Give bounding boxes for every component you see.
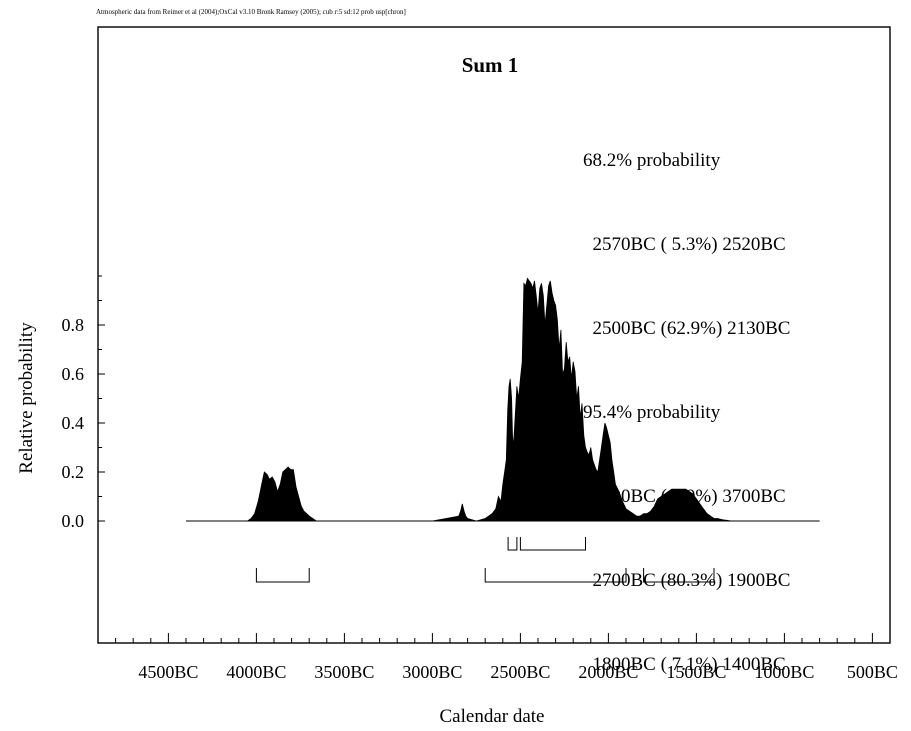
probability-area [186, 277, 820, 522]
x-tick-label: 1500BC [666, 662, 726, 682]
summary-line: 2700BC (80.3%) 1900BC [583, 570, 791, 591]
x-axis: 4500BC 4000BC 3500BC 3000BC 2500BC 2000BC 1500… [115, 633, 898, 682]
y-axis-label: Relative probability [16, 322, 37, 474]
range-bracket-95 [484, 568, 627, 583]
y-tick-label: 0.8 [62, 315, 85, 335]
x-tick-label: 500BC [847, 662, 898, 682]
summary-line: 95.4% probability [583, 402, 721, 423]
y-tick-label: 0.0 [62, 511, 85, 531]
x-tick-label: 3500BC [314, 662, 374, 682]
y-tick-label: 0.4 [62, 413, 85, 433]
x-tick-label: 4500BC [138, 662, 198, 682]
summary-line: 4000BC ( 8.0%) 3700BC [583, 486, 786, 507]
summary-line: 1800BC ( 7.1%) 1400BC [583, 654, 786, 675]
x-axis-label: Calendar date [440, 706, 545, 727]
header-credit: Atmospheric data from Reimer et al (2004… [96, 8, 406, 16]
range-bracket-95 [255, 568, 310, 583]
x-tick-label: 3000BC [402, 662, 462, 682]
y-axis: 0.0 0.2 0.4 0.6 0.8 [62, 275, 105, 531]
summary-line: 68.2% probability [583, 150, 721, 171]
range-brackets-group [255, 537, 715, 583]
summary-line: 2570BC ( 5.3%) 2520BC [583, 234, 786, 255]
range-bracket-68 [507, 537, 518, 551]
range-bracket-95 [643, 568, 715, 583]
probability-summary: 68.2% probability 2570BC ( 5.3%) 2520BC … [583, 91, 790, 707]
range-bracket-68 [519, 537, 586, 551]
x-tick-label: 4000BC [226, 662, 286, 682]
y-tick-label: 0.2 [62, 462, 85, 482]
summary-line: 2500BC (62.9%) 2130BC [583, 318, 791, 339]
x-tick-label: 2000BC [578, 662, 638, 682]
x-tick-label: 1000BC [754, 662, 814, 682]
y-tick-label: 0.6 [62, 364, 85, 384]
distribution-area-group [186, 277, 820, 522]
x-tick-label: 2500BC [490, 662, 550, 682]
chart-title: Sum 1 [462, 53, 519, 77]
